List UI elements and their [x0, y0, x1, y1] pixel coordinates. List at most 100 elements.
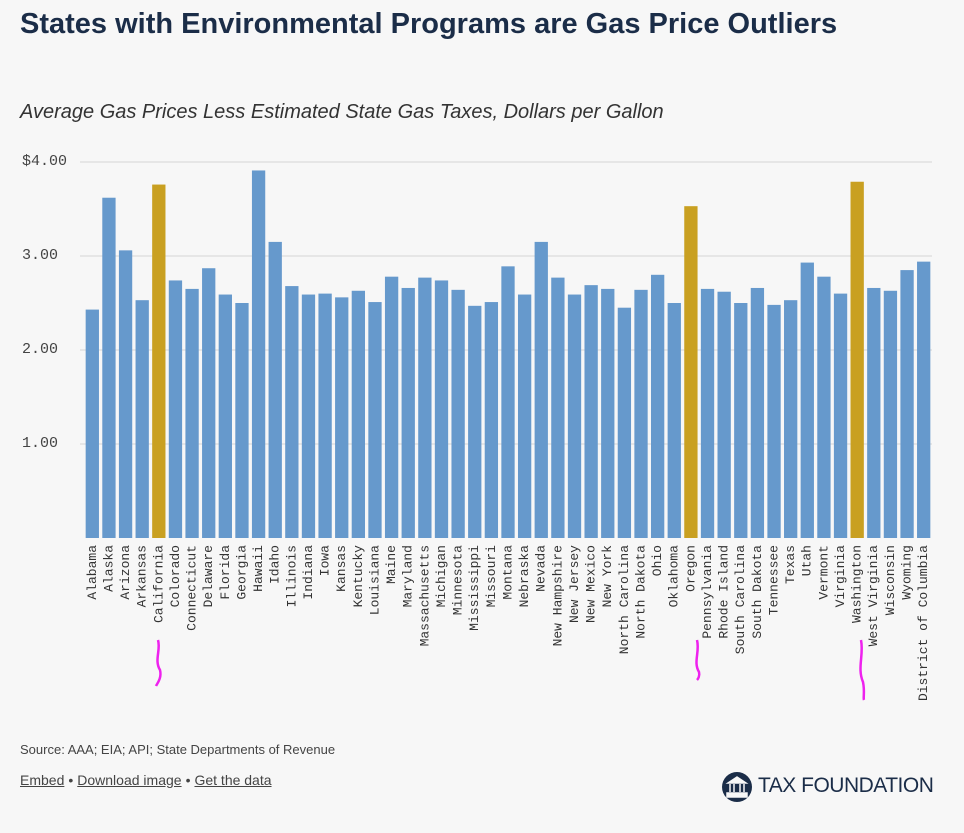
bar — [484, 302, 499, 538]
x-tick-label: Alaska — [101, 545, 116, 592]
y-tick-label: 1.00 — [22, 435, 58, 452]
x-tick-label: District of Columbia — [916, 545, 931, 701]
x-tick-label: Oklahoma — [667, 545, 682, 608]
download-link[interactable]: Download image — [77, 772, 182, 788]
x-tick-label: Nevada — [534, 545, 549, 592]
x-tick-label: Maryland — [401, 545, 416, 607]
logo-building — [725, 776, 749, 798]
x-tick-label: Texas — [783, 545, 798, 584]
bar — [750, 287, 765, 538]
bar — [351, 290, 366, 538]
bar — [152, 184, 166, 538]
x-tick-label: Maine — [384, 545, 399, 584]
bar — [202, 268, 216, 538]
x-tick-label: Iowa — [318, 545, 333, 576]
bar — [833, 293, 848, 538]
x-tick-label: Vermont — [816, 545, 831, 600]
x-tick-label: Illinois — [284, 545, 299, 607]
y-tick-label: 2.00 — [22, 341, 58, 358]
x-tick-label: Florida — [218, 545, 233, 600]
bar — [235, 303, 249, 538]
x-tick-label: Hawaii — [251, 545, 266, 592]
x-tick-label: New York — [600, 545, 615, 608]
bar — [185, 288, 199, 538]
x-tick-label: Ohio — [650, 545, 665, 576]
bar — [650, 274, 665, 538]
bar — [800, 262, 814, 538]
separator: • — [185, 772, 191, 788]
bar — [168, 280, 183, 538]
bar — [634, 289, 648, 538]
x-tick-label: New Jersey — [567, 545, 582, 623]
x-tick-label: Louisiana — [367, 545, 382, 615]
x-tick-label: Arizona — [118, 545, 133, 600]
bar — [567, 294, 582, 538]
x-tick-label: Virginia — [833, 545, 848, 608]
bar — [501, 266, 515, 538]
bar — [85, 309, 99, 538]
x-tick-label: Kansas — [334, 545, 349, 592]
x-tick-label: Connecticut — [185, 545, 200, 631]
bar — [451, 289, 465, 538]
annotation-mark — [859, 639, 866, 701]
bar — [850, 181, 864, 539]
bar — [867, 287, 881, 538]
x-tick-label: Montana — [500, 545, 515, 600]
bar — [534, 241, 548, 538]
x-tick-label: Wyoming — [899, 545, 914, 600]
bar — [301, 294, 316, 538]
chart-title: States with Environmental Programs are G… — [20, 8, 838, 40]
x-tick-label: Idaho — [268, 545, 283, 584]
bar — [784, 300, 798, 538]
x-tick-label: Utah — [800, 545, 815, 576]
x-tick-label: Michigan — [434, 545, 449, 607]
x-tick-label: Missouri — [484, 545, 499, 608]
x-tick-label: South Carolina — [733, 545, 748, 654]
x-tick-label: Wisconsin — [883, 545, 898, 615]
x-tick-label: New Mexico — [584, 545, 599, 623]
bar — [700, 288, 715, 538]
bar — [517, 294, 532, 538]
bar — [468, 305, 482, 538]
bar — [218, 294, 232, 538]
x-tick-label: Nebraska — [517, 545, 532, 608]
bar — [551, 277, 565, 538]
bar — [401, 287, 415, 538]
data-link[interactable]: Get the data — [194, 772, 272, 788]
bar — [418, 277, 432, 538]
embed-link[interactable]: Embed — [20, 772, 65, 788]
x-tick-label: Colorado — [168, 545, 183, 607]
bar — [900, 270, 914, 538]
x-tick-label: North Carolina — [617, 545, 632, 654]
annotation-mark — [695, 639, 701, 681]
separator: • — [68, 772, 74, 788]
source-note: Source: AAA; EIA; API; State Departments… — [20, 742, 336, 757]
x-tick-label: Washington — [850, 545, 865, 623]
bar — [268, 241, 282, 538]
x-tick-label: Indiana — [301, 545, 316, 600]
x-tick-label: New Hampshire — [550, 545, 565, 646]
x-tick-label: Kentucky — [351, 545, 366, 608]
x-tick-label: Tennessee — [766, 545, 781, 615]
x-tick-label: West Virginia — [866, 545, 881, 647]
x-tick-label: Minnesota — [451, 545, 466, 615]
bar — [285, 286, 299, 538]
bar — [584, 285, 598, 538]
x-tick-label: Oregon — [683, 545, 698, 592]
x-tick-label: Massachusetts — [417, 545, 432, 646]
x-tick-label: Alabama — [85, 545, 100, 600]
bar — [684, 206, 698, 538]
bar — [734, 303, 748, 538]
bar — [251, 170, 266, 538]
bar — [118, 250, 133, 539]
bar — [883, 290, 898, 538]
x-tick-label: Georgia — [234, 545, 249, 600]
bar — [102, 197, 116, 538]
bar — [601, 288, 615, 538]
x-tick-label: Mississippi — [467, 545, 482, 631]
bar — [717, 291, 731, 538]
bar — [617, 307, 632, 538]
y-tick-label: 3.00 — [22, 247, 58, 264]
